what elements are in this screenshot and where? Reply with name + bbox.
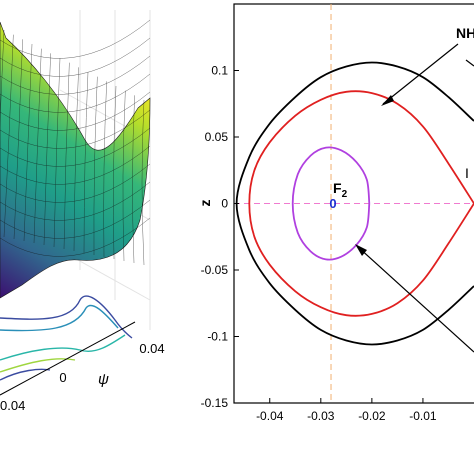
psi-axis-label: ψ	[98, 371, 109, 388]
mesh-line	[0, 181, 151, 221]
mesh-line	[13, 39, 23, 240]
x-tick-label: -0.01	[409, 409, 437, 423]
x-tick-label: -0.02	[358, 409, 386, 423]
surface-mesh-lines	[0, 19, 151, 266]
mesh-line	[132, 95, 135, 264]
mesh-line	[0, 127, 151, 167]
mesh-line	[113, 85, 117, 260]
mesh-line	[0, 163, 151, 203]
mesh-line	[141, 99, 145, 266]
equilibrium-marker: 0	[329, 196, 336, 211]
label-F2-sub: 2	[342, 189, 348, 200]
mesh-line	[0, 199, 151, 239]
x-axis-ticks: -0.04 -0.03 -0.02 -0.01	[256, 398, 437, 423]
mesh-line	[0, 91, 151, 131]
floor-contours	[0, 295, 133, 381]
surface-mesh	[0, 21, 151, 299]
psi-tick-0: 0	[59, 370, 66, 385]
x-tick-label: -0.03	[307, 409, 335, 423]
mesh-line	[103, 81, 107, 258]
mesh-line	[122, 90, 126, 262]
mesh-line	[23, 43, 33, 242]
mesh-line	[73, 67, 79, 252]
inner-orbit-purple	[291, 146, 371, 261]
label-F2-main: F	[333, 180, 342, 196]
y-tick-label: 0.1	[211, 64, 228, 78]
mesh-line	[0, 217, 151, 257]
psi-tick-004: 0.04	[139, 341, 164, 356]
y-tick-label: 0	[221, 197, 228, 211]
mesh-line	[3, 34, 14, 238]
label-I: I	[465, 165, 469, 181]
label-NH: NH	[456, 25, 474, 41]
mesh-line	[0, 37, 151, 77]
surface-plot-panel: 0 0.04 0.04 ψ	[0, 10, 165, 413]
mesh-line	[53, 57, 61, 248]
3d-axis-lines	[0, 321, 136, 396]
mesh-line	[0, 109, 151, 149]
separatrix-red	[248, 90, 474, 317]
y-axis-label: z	[197, 200, 213, 207]
label-F2: F2	[333, 180, 348, 200]
mesh-line	[0, 145, 151, 185]
y-tick-label: -0.05	[201, 263, 229, 277]
mesh-line	[0, 73, 151, 113]
mesh-line	[0, 55, 151, 95]
y-axis-ticks: 0.1 0.05 0 -0.05 -0.1 -0.15	[201, 64, 239, 410]
mesh-line	[0, 29, 5, 127]
mesh-line	[83, 71, 89, 254]
y-tick-label: -0.1	[207, 330, 228, 344]
mesh-line	[0, 19, 151, 59]
x-tick-label: -0.04	[256, 409, 284, 423]
mesh-line	[93, 76, 98, 256]
phase-portrait-panel: 0.10.050-0.05-0.1-0.15 -0.04 -0.03 -0.02 -0…	[197, 3, 474, 423]
guide-lines	[234, 4, 474, 403]
y-tick-label: -0.15	[201, 396, 229, 410]
arrow-heads	[355, 95, 394, 256]
y-tick-label: 0.05	[205, 130, 229, 144]
other-tick-004: 0.04	[0, 398, 25, 413]
mesh-line	[63, 62, 70, 250]
annotation-arrows	[357, 43, 474, 353]
